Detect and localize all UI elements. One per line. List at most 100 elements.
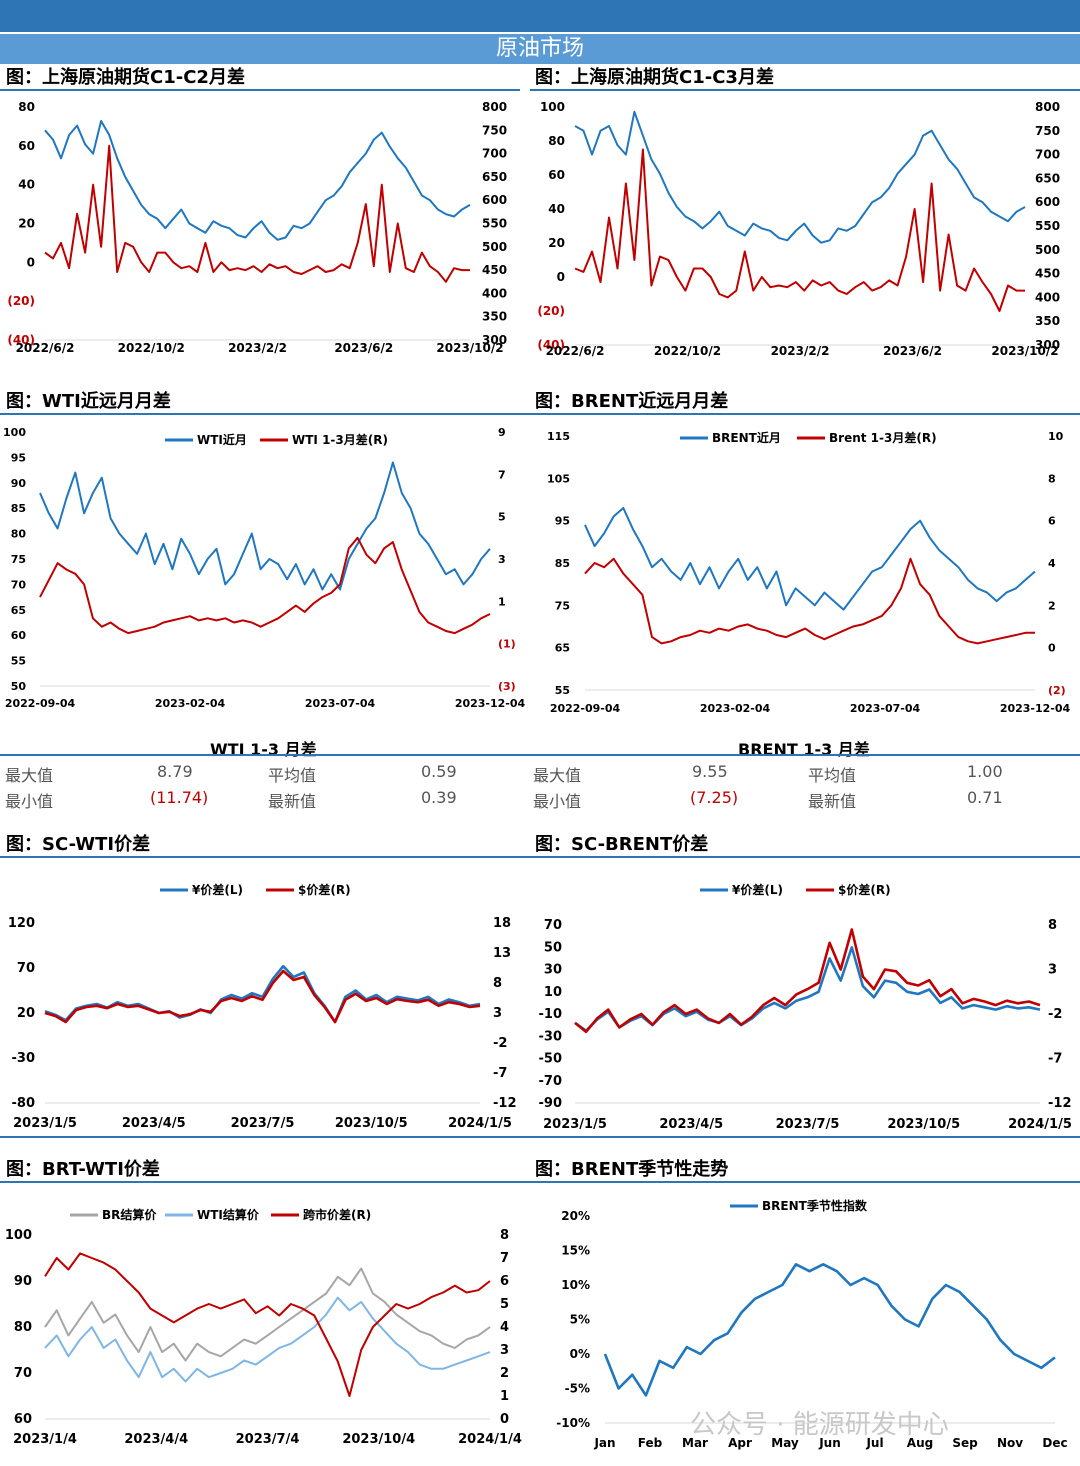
y-right-tick-label: (1) (498, 638, 516, 651)
y-right-tick-label: (2) (1048, 684, 1066, 697)
y-right-tick-label: 5 (498, 511, 506, 524)
y-left-tick-label: 55 (11, 655, 26, 668)
wti-mean-label: 平均值 (268, 766, 317, 785)
y-right-tick-label: 3 (500, 1343, 509, 1358)
y-right-tick-label: 550 (1035, 219, 1060, 233)
chart-brtwti: 100 90 80 70 60 8 7 6 5 4 3 2 1 0 2023/1/4 2023/4/4 2023… (5, 1207, 522, 1447)
top-header-bar (0, 0, 1080, 32)
x-tick-label: Feb (638, 1436, 663, 1450)
brent-mean-label: 平均值 (808, 766, 857, 785)
y-right-tick-label: -2 (493, 1036, 507, 1051)
wti-mean-value: 0.59 (421, 762, 457, 781)
y-left-tick-label: 100 (5, 1228, 32, 1243)
legend-label: BR结算价 (102, 1207, 157, 1222)
y-left-tick-label: 5% (570, 1313, 590, 1327)
y-left-tick-label: 65 (555, 642, 570, 655)
y-left-tick-label: 20% (561, 1209, 590, 1223)
x-tick-label: 2023-07-04 (305, 697, 376, 710)
y-right-tick-label: 8 (500, 1228, 509, 1243)
y-right-tick-label: 6 (1048, 515, 1056, 528)
y-right-tick-label: -7 (1048, 1052, 1062, 1067)
brent-min-value: (7.25) (690, 788, 739, 807)
legend-label: Brent 1-3月差(R) (829, 430, 937, 445)
y-left-tick-label: 85 (11, 502, 26, 515)
section-rule (0, 1136, 1080, 1138)
legend-label: WTI近月 (197, 432, 247, 447)
series-line-red (574, 148, 1025, 312)
y-right-tick-label: 0 (1048, 642, 1056, 655)
legend-label: $价差(R) (298, 882, 351, 897)
y-left-tick-label: 80 (18, 100, 35, 114)
x-tick-label: Mar (682, 1436, 708, 1450)
x-tick-label: Jan (593, 1436, 615, 1450)
y-right-tick-label: 8 (1048, 472, 1056, 485)
y-right-tick-label: 0 (500, 1412, 509, 1427)
y-right-tick-label: 700 (1035, 148, 1060, 162)
legend-label: WTI结算价 (197, 1207, 260, 1222)
chart-title-brent: 图：BRENT近远月月差 (535, 391, 729, 412)
x-tick-label: 2022/10/2 (118, 341, 185, 355)
series-line-blue (44, 964, 481, 1024)
chart-season: 20% 15% 10% 5% 0% -5% -10%Jan Feb Mar Apr May Jun Ju… (556, 1198, 1067, 1450)
brent-latest-label: 最新值 (808, 792, 857, 811)
y-left-tick-label: -70 (539, 1074, 563, 1089)
y-left-tick-label: 70 (17, 961, 35, 976)
y-right-tick-label: 10 (1048, 430, 1064, 443)
spread-stats-panel: WTI 1-3 月差 BRENT 1-3 月差 最大值 8.79 平均值 0.5… (0, 734, 1080, 811)
brent-max-value: 9.55 (692, 762, 728, 781)
series-line-red (39, 536, 491, 635)
x-tick-label: 2023/7/5 (776, 1117, 840, 1132)
chart-title-brtwti: 图：BRT-WTI价差 (6, 1159, 160, 1180)
series-line-blue (44, 120, 471, 241)
brent-mean-value: 1.00 (967, 762, 1003, 781)
series-line-red (44, 969, 481, 1024)
wti-max-value: 8.79 (157, 762, 193, 781)
x-tick-label: 2023/6/2 (334, 341, 393, 355)
y-left-tick-label: 70 (544, 918, 562, 933)
y-left-tick-label: 90 (11, 477, 27, 490)
y-right-tick-label: 300 (482, 333, 507, 347)
legend-label: ¥价差(L) (732, 882, 783, 897)
chart-title-season: 图：BRENT季节性走势 (535, 1159, 729, 1180)
y-left-tick-label: 80 (14, 1320, 32, 1335)
x-tick-label: Jul (865, 1436, 883, 1450)
y-left-tick-label: 40 (18, 178, 35, 192)
y-left-tick-label: -80 (12, 1096, 36, 1111)
series-line-blue (574, 110, 1026, 244)
y-left-tick-label: (40) (7, 333, 35, 347)
y-left-tick-label: 75 (11, 553, 26, 566)
legend-label: WTI 1-3月差(R) (292, 432, 388, 447)
y-left-tick-label: -10% (556, 1416, 590, 1430)
series-line-blue (603, 1263, 1056, 1397)
x-tick-label: 2023-02-04 (700, 702, 771, 715)
x-tick-label: 2023/10/4 (342, 1432, 415, 1447)
x-tick-label: 2024/1/5 (1008, 1117, 1072, 1132)
y-left-tick-label: -30 (12, 1051, 36, 1066)
x-tick-label: 2023/4/4 (124, 1432, 188, 1447)
y-right-tick-label: 400 (1035, 290, 1060, 304)
y-right-tick-label: 450 (482, 263, 507, 277)
y-right-tick-label: 18 (493, 916, 511, 931)
y-left-tick-label: 100 (3, 426, 26, 439)
series-line-red (584, 557, 1035, 645)
y-right-tick-label: 500 (482, 240, 507, 254)
legend-label: $价差(R) (838, 882, 891, 897)
y-left-tick-label: 90 (14, 1274, 32, 1289)
y-right-tick-label: 6 (500, 1274, 509, 1289)
y-right-tick-label: 8 (1048, 918, 1057, 933)
x-tick-label: Jun (818, 1436, 841, 1450)
x-tick-label: 2023/10/2 (436, 341, 503, 355)
x-tick-label: 2022-09-04 (5, 697, 76, 710)
y-right-tick-label: 3 (493, 1006, 502, 1021)
y-left-tick-label: 50 (11, 680, 27, 693)
y-right-tick-label: (3) (498, 680, 516, 693)
y-right-tick-label: 13 (493, 946, 511, 961)
brent-latest-value: 0.71 (967, 788, 1003, 807)
legend-label: 跨市价差(R) (303, 1207, 371, 1222)
section-banner: 原油市场 (0, 34, 1080, 64)
y-left-tick-label: 85 (555, 557, 570, 570)
brent-max-label: 最大值 (533, 766, 582, 785)
y-left-tick-label: 15% (561, 1244, 590, 1258)
x-tick-label: 2023/1/4 (13, 1432, 77, 1447)
chart-brent: 115 105 95 85 75 65 55 10 8 6 4 2 0 (2) 2022-09-04 2023… (547, 430, 1070, 715)
